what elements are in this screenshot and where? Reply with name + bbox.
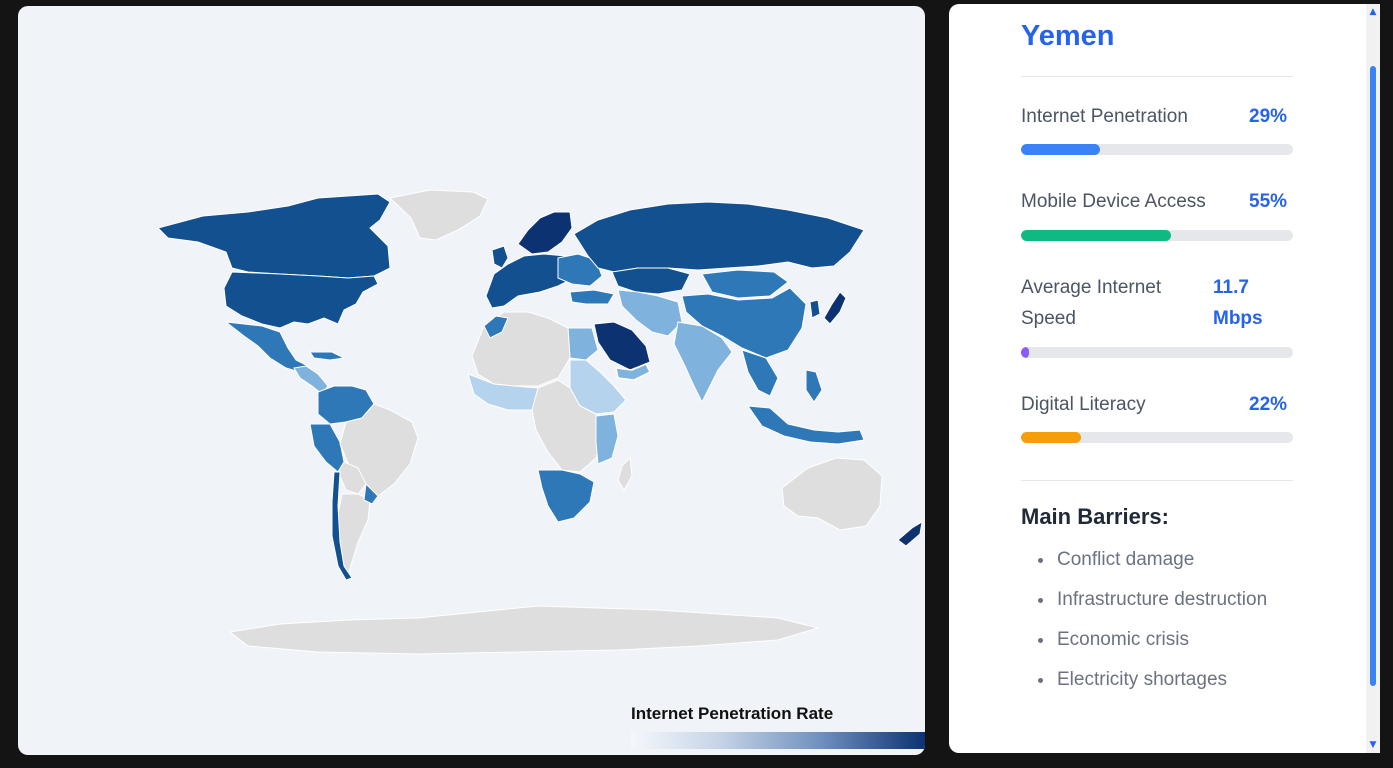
barriers-title: Main Barriers: <box>1021 504 1169 529</box>
scroll-up-arrow-icon[interactable]: ▲ <box>1369 7 1377 17</box>
country-australia[interactable] <box>781 457 883 531</box>
legend-title: Internet Penetration Rate <box>631 704 834 723</box>
region-scandinavia[interactable] <box>517 211 573 255</box>
country-morocco[interactable] <box>483 315 509 339</box>
region-caribbean[interactable] <box>309 351 346 361</box>
country-canada[interactable] <box>157 193 391 279</box>
metric-value-mobile-device-access: 55% <box>1249 191 1288 212</box>
country-uruguay[interactable] <box>363 482 379 505</box>
progress-track-digital-literacy <box>1021 432 1293 443</box>
country-yemen[interactable] <box>615 363 652 381</box>
country-detail-panel: Yemen Internet Penetration 29% Mobile De… <box>949 4 1380 753</box>
country-new-zealand[interactable] <box>897 521 923 547</box>
bullet-icon <box>1038 678 1043 683</box>
country-india[interactable] <box>673 321 733 404</box>
country-chile[interactable] <box>331 471 353 581</box>
progress-fill-mobile-device-access <box>1021 230 1171 241</box>
barrier-item: Electricity shortages <box>1021 664 1293 696</box>
country-mexico[interactable] <box>224 321 309 373</box>
legend-color-scale <box>631 732 925 749</box>
country-madagascar[interactable] <box>617 456 633 491</box>
region-southeast-africa[interactable] <box>595 413 619 465</box>
barrier-text: Infrastructure destruction <box>1057 589 1268 610</box>
progress-fill-average-internet-speed <box>1021 347 1030 358</box>
region-eastern-europe[interactable] <box>557 253 603 287</box>
region-central-africa[interactable] <box>531 379 603 473</box>
country-japan[interactable] <box>823 291 847 325</box>
progress-track-average-internet-speed <box>1021 347 1293 358</box>
scroll-down-arrow-icon[interactable]: ▼ <box>1369 740 1377 750</box>
barriers-divider <box>1021 480 1293 481</box>
barrier-item: Economic crisis <box>1021 624 1293 656</box>
country-russia[interactable] <box>573 201 865 273</box>
region-southeast-asia[interactable] <box>741 349 779 397</box>
scrollbar-thumb[interactable] <box>1370 66 1376 686</box>
country-indonesia[interactable] <box>746 405 865 445</box>
country-egypt[interactable] <box>567 327 599 361</box>
metric-value-digital-literacy: 22% <box>1249 394 1288 415</box>
region-southern-africa[interactable] <box>537 469 595 523</box>
barrier-text: Economic crisis <box>1057 629 1189 650</box>
panel-scrollbar[interactable]: ▲ ▼ <box>1366 4 1380 753</box>
country-philippines[interactable] <box>805 369 823 403</box>
country-saudi-arabia[interactable] <box>593 321 651 371</box>
country-uk[interactable] <box>491 245 509 269</box>
country-title: Yemen <box>1021 20 1115 52</box>
progress-fill-digital-literacy <box>1021 432 1081 443</box>
bullet-icon <box>1038 558 1043 563</box>
country-peru[interactable] <box>309 423 345 473</box>
world-map[interactable] <box>18 6 925 755</box>
metric-label-mobile-device-access: Mobile Device Access <box>1021 191 1206 212</box>
barrier-text: Electricity shortages <box>1057 669 1228 690</box>
country-greenland[interactable] <box>388 189 489 241</box>
region-antarctica[interactable] <box>228 605 820 655</box>
world-map-panel: Internet Penetration Rate <box>18 6 925 755</box>
barrier-item: Conflict damage <box>1021 544 1293 576</box>
barrier-text: Conflict damage <box>1057 549 1195 570</box>
metric-label-digital-literacy: Digital Literacy <box>1021 394 1146 415</box>
metric-label-average-internet-speed: Average Internet Speed <box>1021 277 1162 329</box>
progress-track-internet-penetration <box>1021 144 1293 155</box>
country-mongolia[interactable] <box>701 269 789 299</box>
bullet-icon <box>1038 638 1043 643</box>
region-central-asia[interactable] <box>617 289 683 337</box>
bullet-icon <box>1038 598 1043 603</box>
country-usa[interactable] <box>223 271 379 329</box>
country-turkey[interactable] <box>569 289 615 305</box>
barrier-item: Infrastructure destruction <box>1021 584 1293 616</box>
metric-value-internet-penetration: 29% <box>1249 106 1288 127</box>
metric-value-average-internet-speed: 11.7 Mbps <box>1213 277 1263 329</box>
title-divider <box>1021 76 1293 77</box>
metric-label-internet-penetration: Internet Penetration <box>1021 106 1188 127</box>
progress-fill-internet-penetration <box>1021 144 1100 155</box>
progress-track-mobile-device-access <box>1021 230 1293 241</box>
barriers-list: Conflict damage Infrastructure destructi… <box>1021 544 1293 704</box>
country-kazakhstan[interactable] <box>611 267 691 295</box>
country-korea[interactable] <box>809 299 821 319</box>
